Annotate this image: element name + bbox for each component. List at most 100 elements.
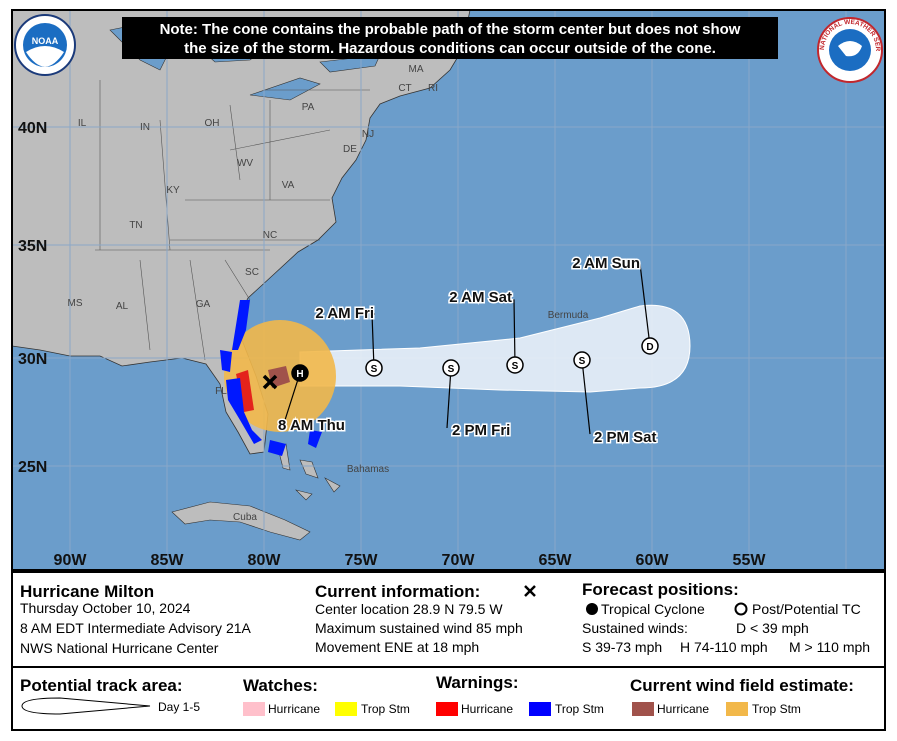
track-marker xyxy=(291,364,309,382)
place-label: PA xyxy=(302,102,315,113)
track-title: Potential track area: xyxy=(20,676,183,695)
track-day: Day 1-5 xyxy=(158,700,200,714)
lon-label: 55W xyxy=(733,552,767,569)
map: H 8 AM Thu S 2 AM Fri S 2 PM Fri S 2 AM Sat S 2 P… xyxy=(12,10,885,570)
place-label: IN xyxy=(140,122,150,133)
wind-hurricane: Hurricane xyxy=(657,702,709,716)
track-marker-letter: S xyxy=(371,364,378,375)
warnings-title: Warnings: xyxy=(436,673,518,692)
track-leaders xyxy=(277,263,651,435)
hurricane-wind-field xyxy=(268,366,290,388)
wind-tropstorm: Trop Stm xyxy=(752,702,801,716)
place-label: SC xyxy=(245,267,259,278)
tropical-symbol xyxy=(586,603,598,615)
place-label: NJ xyxy=(362,129,374,140)
noaa-logo: NOAA xyxy=(14,14,76,76)
place-label: Bahamas xyxy=(347,464,389,475)
info-panel: Hurricane Milton Thursday October 10, 20… xyxy=(11,571,886,731)
map-border xyxy=(11,9,886,571)
lat-label: 35N xyxy=(18,238,47,255)
lon-label: 90W xyxy=(54,552,88,569)
forecast-m: M > 110 mph xyxy=(789,639,870,655)
place-label: IL xyxy=(78,118,87,129)
note-line: the size of the storm. Hazardous conditi… xyxy=(184,40,716,57)
track-time-label: 2 PM Sat xyxy=(594,429,657,446)
track-marker-letter: D xyxy=(646,342,653,353)
lat-label: 40N xyxy=(18,120,47,137)
forecast-h: H 74-110 mph xyxy=(680,639,768,655)
place-label: OH xyxy=(205,118,220,129)
warning-hurricane: Hurricane xyxy=(461,702,513,716)
place-label: NC xyxy=(263,230,277,241)
current-line: Maximum sustained wind 85 mph xyxy=(315,620,523,636)
track-marker-letter: S xyxy=(448,364,455,375)
note-box: Note: The cone contains the probable pat… xyxy=(122,17,778,59)
place-label: MS xyxy=(68,298,83,309)
warning-tropstorm: Trop Stm xyxy=(555,702,604,716)
place-label: KY xyxy=(166,185,180,196)
track-marker-letter: H xyxy=(296,369,303,380)
forecast-s: S 39-73 mph xyxy=(582,639,662,655)
watch-hurricane: Hurricane xyxy=(268,702,320,716)
place-label: AL xyxy=(116,301,129,312)
place-label: CT xyxy=(398,83,411,94)
place-label: FL xyxy=(215,386,227,397)
wind-title: Current wind field estimate: xyxy=(630,676,854,695)
current-line: Center location 28.9 N 79.5 W xyxy=(315,601,503,617)
post-symbol xyxy=(734,602,748,616)
track-marker xyxy=(573,351,591,369)
track-time-label: 8 AM Thu xyxy=(278,417,345,434)
place-label: GA xyxy=(196,299,211,310)
warning-tropstorm-swatch xyxy=(529,702,551,716)
lon-label: 70W xyxy=(442,552,476,569)
lat-label: 25N xyxy=(18,459,47,476)
current-position xyxy=(262,374,278,390)
track-time-label: 2 AM Sun xyxy=(572,255,640,272)
place-label: VA xyxy=(282,180,295,191)
track-time-label: 2 AM Fri xyxy=(315,305,374,322)
noaa-text: NOAA xyxy=(32,36,59,46)
note-background xyxy=(122,17,778,59)
wind-hurricane-swatch xyxy=(632,702,654,716)
storm-name: Hurricane Milton xyxy=(20,582,154,601)
track-marker-letter: S xyxy=(579,356,586,367)
storm-center: NWS National Hurricane Center xyxy=(20,640,219,656)
place-label: Bermuda xyxy=(548,310,589,321)
forecast-tropical: Tropical Cyclone xyxy=(601,601,705,617)
current-title: Current information: xyxy=(315,582,480,601)
track-marker xyxy=(506,356,524,374)
watch-tropstorm-swatch xyxy=(335,702,357,716)
trop-storm-warning xyxy=(220,300,322,456)
track-marker xyxy=(641,337,659,355)
track-area-symbol xyxy=(21,697,151,715)
place-label: WV xyxy=(237,158,253,169)
track: H 8 AM Thu S 2 AM Fri S 2 PM Fri S 2 AM Sat S 2 P… xyxy=(277,254,659,448)
cuba xyxy=(171,501,311,541)
forecast-d: D < 39 mph xyxy=(736,620,809,636)
track-marker xyxy=(442,359,460,377)
coordinate-labels: 40N 35N 30N 25N 90W 85W 80W 75W 70W 65W 60W 55W xyxy=(18,120,766,569)
place-label: RI xyxy=(428,83,438,94)
hurricane-warning xyxy=(236,370,254,412)
forecast-winds-title: Sustained winds: xyxy=(582,620,688,636)
track-marker-letter: S xyxy=(512,361,519,372)
wind-tropstorm-swatch xyxy=(726,702,748,716)
place-label: Cuba xyxy=(233,512,257,523)
storm-advisory: 8 AM EDT Intermediate Advisory 21A xyxy=(20,620,252,636)
storm-date: Thursday October 10, 2024 xyxy=(20,600,191,616)
bahamas xyxy=(277,443,341,501)
lon-label: 75W xyxy=(345,552,379,569)
watch-tropstorm: Trop Stm xyxy=(361,702,410,716)
warning-hurricane-swatch xyxy=(436,702,458,716)
places: IL IN OH PA MA CT RI NJ DE WV VA KY TN NC SC GA AL MS FL Be… xyxy=(68,64,589,523)
forecast-post: Post/Potential TC xyxy=(752,601,861,617)
lon-label: 85W xyxy=(151,552,185,569)
lon-label: 60W xyxy=(636,552,670,569)
track-time-label: 2 PM Fri xyxy=(452,422,510,439)
note-line: Note: The cone contains the probable pat… xyxy=(160,21,741,38)
lon-label: 65W xyxy=(539,552,573,569)
place-label: TN xyxy=(129,220,142,231)
track-marker xyxy=(365,359,383,377)
current-line: Movement ENE at 18 mph xyxy=(315,639,479,655)
